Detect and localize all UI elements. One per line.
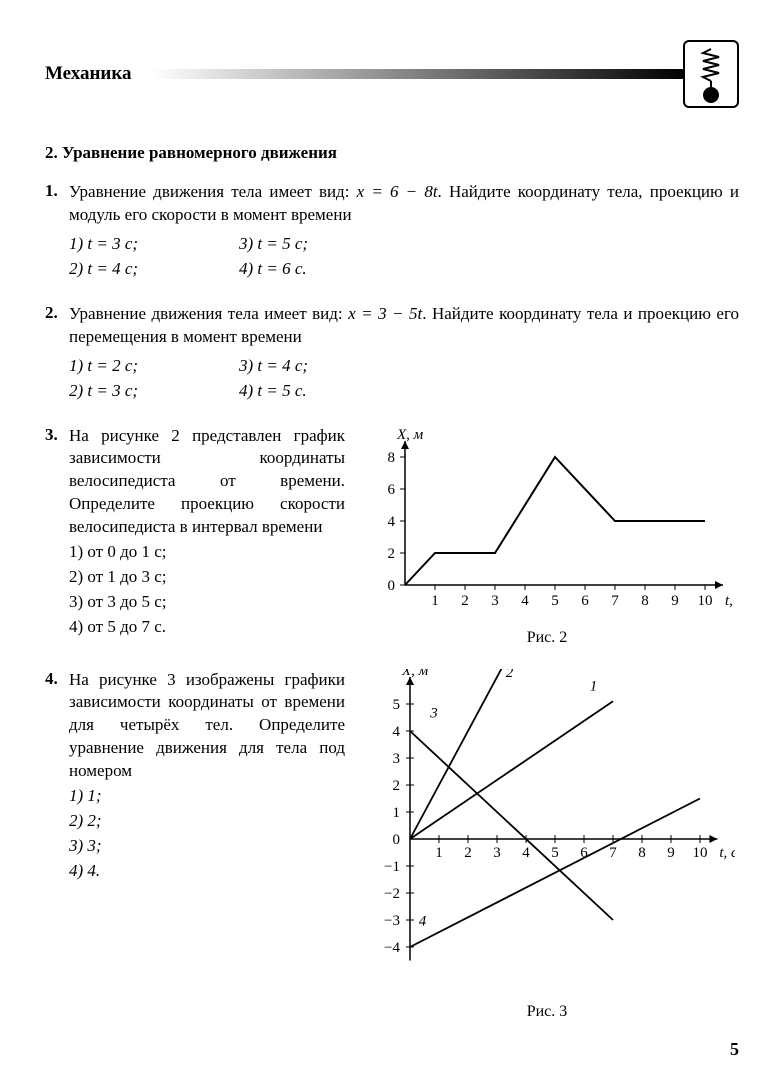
chapter-header: Механика (45, 40, 739, 108)
option-3: 3) 3; (69, 835, 345, 858)
svg-text:8: 8 (641, 593, 649, 609)
problem-body: Уравнение движения тела имеет вид: x = 3… (69, 303, 739, 403)
svg-text:3: 3 (493, 845, 501, 861)
svg-text:t, с: t, с (719, 845, 735, 861)
problem-text: Уравнение движения тела имеет вид: (69, 182, 357, 201)
option-4: 4) от 5 до 7 с. (69, 616, 345, 639)
svg-text:4: 4 (419, 913, 427, 929)
chart-caption: Рис. 2 (355, 629, 739, 647)
svg-text:1: 1 (393, 805, 401, 821)
page-number: 5 (730, 1039, 739, 1060)
problem-number: 3. (45, 425, 69, 647)
svg-text:5: 5 (551, 593, 559, 609)
option-2: 2) 2; (69, 810, 345, 833)
svg-text:4: 4 (388, 514, 396, 530)
problem-number: 2. (45, 303, 69, 403)
svg-text:7: 7 (609, 845, 617, 861)
svg-text:3: 3 (491, 593, 499, 609)
chapter-title: Механика (45, 63, 132, 85)
option-2: 2) t = 4 с; (69, 258, 239, 281)
svg-text:0: 0 (388, 578, 396, 594)
svg-text:10: 10 (693, 845, 708, 861)
chart-caption: Рис. 3 (355, 1003, 739, 1021)
svg-text:1: 1 (431, 593, 439, 609)
problem-number: 4. (45, 669, 69, 1021)
options: 1) t = 2 с; 2) t = 3 с; 3) t = 4 с; 4) t… (69, 353, 739, 403)
svg-text:5: 5 (551, 845, 559, 861)
svg-text:−1: −1 (384, 859, 400, 875)
svg-text:4: 4 (521, 593, 529, 609)
chart-2: 1234567891002468X, мt, с (355, 425, 735, 625)
gradient-bar (152, 69, 685, 79)
svg-text:−4: −4 (384, 940, 400, 956)
option-3: 3) t = 5 с; (239, 233, 409, 256)
problem-text: На рисунке 2 представлен график зависимо… (69, 426, 345, 537)
problem-4: 4. На рисунке 3 изображены графики завис… (45, 669, 739, 1021)
svg-text:2: 2 (393, 778, 401, 794)
svg-text:9: 9 (667, 845, 675, 861)
option-2: 2) t = 3 с; (69, 380, 239, 403)
problem-1: 1. Уравнение движения тела имеет вид: x … (45, 181, 739, 281)
svg-text:0: 0 (393, 832, 401, 848)
option-4: 4) t = 6 с. (239, 258, 409, 281)
subsection-title: 2. Уравнение равномерного движения (45, 143, 739, 163)
svg-text:X, м: X, м (401, 669, 429, 679)
spring-icon (683, 40, 739, 108)
svg-text:2: 2 (461, 593, 469, 609)
equation: x = 6 − 8t (357, 182, 438, 201)
problem-body: На рисунке 2 представлен график зависимо… (69, 425, 345, 647)
option-1: 1) t = 3 с; (69, 233, 239, 256)
svg-text:−2: −2 (384, 886, 400, 902)
svg-text:7: 7 (611, 593, 619, 609)
problem-text: Уравнение движения тела имеет вид: (69, 304, 348, 323)
svg-text:t, с: t, с (725, 593, 735, 609)
svg-text:4: 4 (393, 724, 401, 740)
option-4: 4) t = 5 с. (239, 380, 409, 403)
svg-text:9: 9 (671, 593, 679, 609)
svg-text:1: 1 (435, 845, 443, 861)
svg-text:10: 10 (698, 593, 713, 609)
svg-text:8: 8 (388, 450, 396, 466)
problem-2: 2. Уравнение движения тела имеет вид: x … (45, 303, 739, 403)
problem-body: На рисунке 3 изображены графики зависимо… (69, 669, 345, 1021)
svg-text:8: 8 (638, 845, 646, 861)
svg-text:6: 6 (581, 593, 589, 609)
svg-text:−3: −3 (384, 913, 400, 929)
svg-text:2: 2 (388, 546, 396, 562)
option-3: 3) от 3 до 5 с; (69, 591, 345, 614)
svg-text:2: 2 (464, 845, 472, 861)
problem-text: На рисунке 3 изображены графики зависимо… (69, 670, 345, 781)
option-1: 1) 1; (69, 785, 345, 808)
option-2: 2) от 1 до 3 с; (69, 566, 345, 589)
equation: x = 3 − 5t (348, 304, 422, 323)
svg-text:3: 3 (429, 705, 438, 721)
option-1: 1) t = 2 с; (69, 355, 239, 378)
option-4: 4) 4. (69, 860, 345, 883)
options: 1) t = 3 с; 2) t = 4 с; 3) t = 5 с; 4) t… (69, 231, 739, 281)
problem-body: Уравнение движения тела имеет вид: x = 6… (69, 181, 739, 281)
svg-text:4: 4 (522, 845, 530, 861)
option-3: 3) t = 4 с; (239, 355, 409, 378)
svg-text:5: 5 (393, 697, 401, 713)
svg-text:1: 1 (590, 678, 598, 694)
chart-3: 12345678910−4−3−2−1012345X, мt, с1234 (355, 669, 735, 999)
svg-text:3: 3 (393, 751, 401, 767)
svg-text:6: 6 (388, 482, 396, 498)
problem-number: 1. (45, 181, 69, 281)
option-1: 1) от 0 до 1 с; (69, 541, 345, 564)
problem-3: 3. На рисунке 2 представлен график завис… (45, 425, 739, 647)
svg-text:X, м: X, м (396, 427, 424, 443)
svg-text:2: 2 (506, 669, 514, 681)
